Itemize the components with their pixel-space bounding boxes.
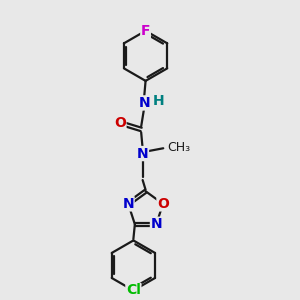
Text: F: F (141, 24, 150, 38)
Text: H: H (152, 94, 164, 108)
Text: N: N (138, 96, 150, 110)
Text: N: N (151, 217, 162, 231)
Text: O: O (114, 116, 126, 130)
Text: N: N (122, 197, 134, 211)
Text: CH₃: CH₃ (167, 141, 190, 154)
Text: Cl: Cl (126, 284, 141, 298)
Text: N: N (137, 147, 148, 160)
Text: O: O (157, 197, 169, 211)
